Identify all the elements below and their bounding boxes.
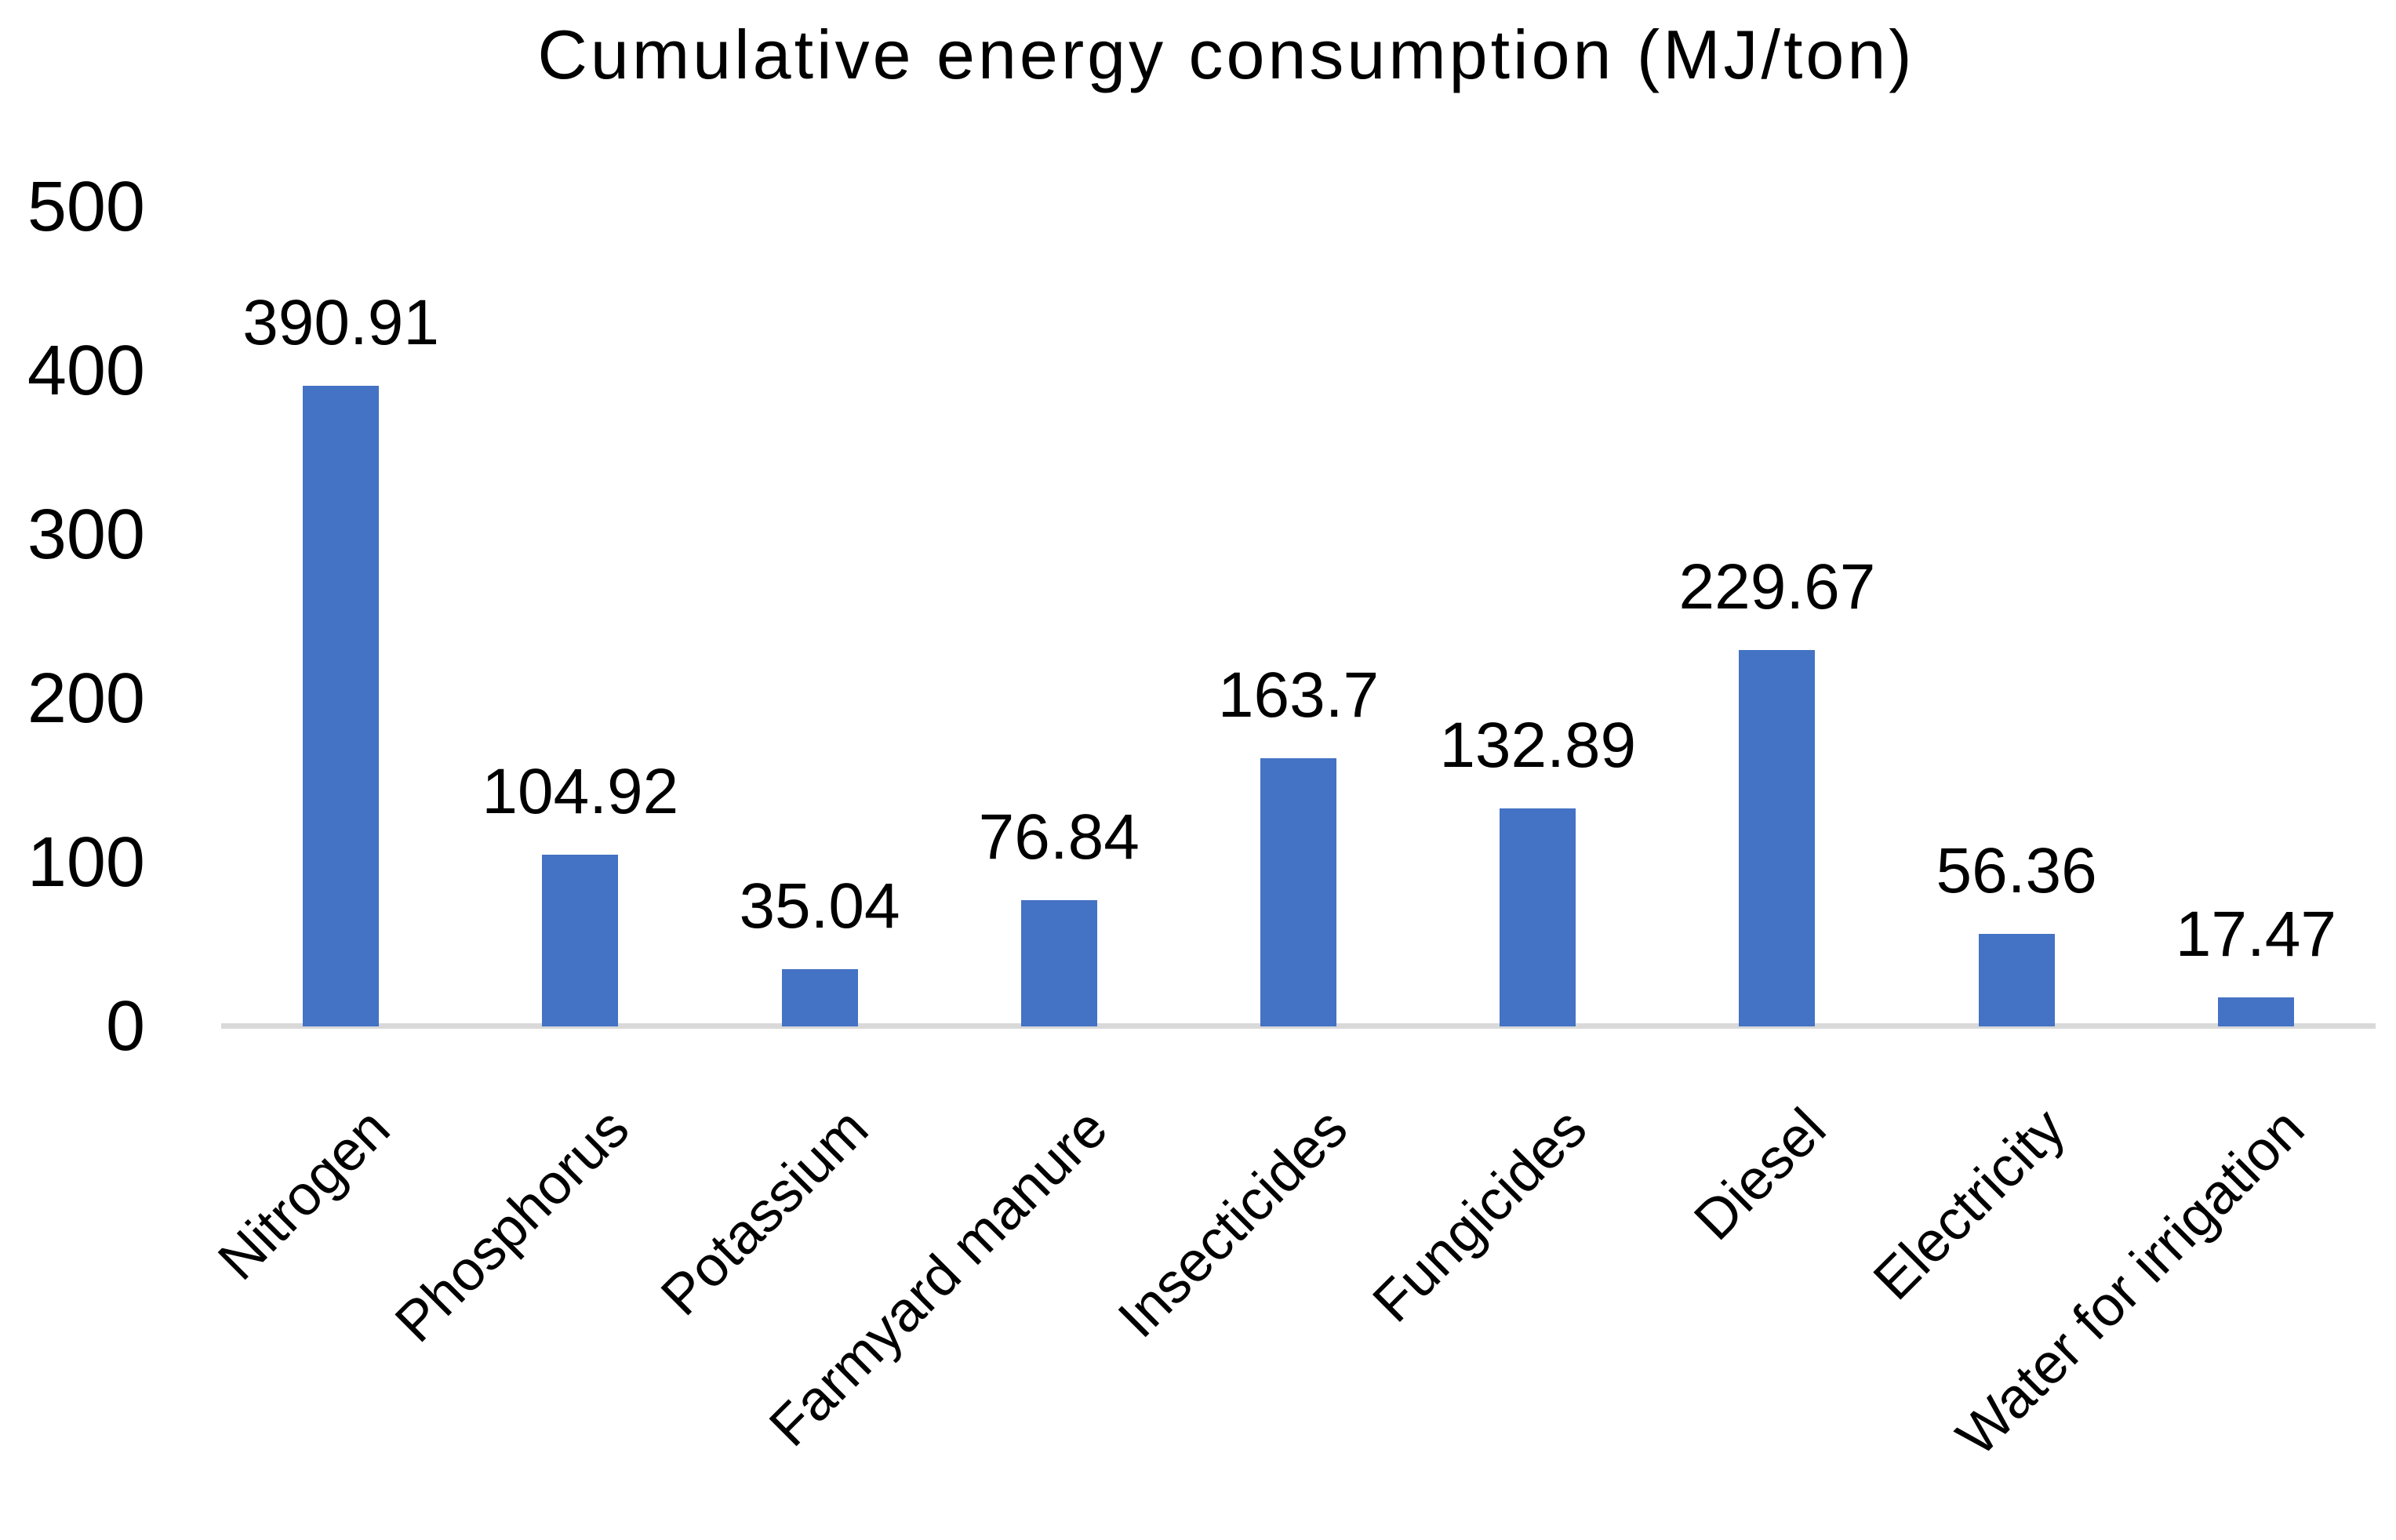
bar-value-label-diesel: 229.67 — [1678, 550, 1876, 623]
bar-value-label-farmyard-manure: 76.84 — [978, 801, 1140, 874]
chart-title: Cumulative energy consumption (MJ/ton) — [537, 16, 1915, 93]
bar-nitrogen — [303, 385, 380, 1026]
y-axis-tick-label-400: 400 — [27, 332, 145, 410]
bar-value-label-electricity: 56.36 — [1936, 835, 2097, 907]
bar-farmyard-manure — [1020, 900, 1097, 1026]
y-axis-tick-label-0: 0 — [105, 987, 145, 1066]
bar-value-label-water-for-irrigation: 17.47 — [2175, 899, 2336, 971]
bar-diesel — [1739, 649, 1816, 1026]
bar-insecticides — [1260, 757, 1336, 1026]
bar-value-label-phosphorus: 104.92 — [482, 755, 679, 827]
bar-electricity — [1978, 934, 2055, 1026]
bar-value-label-nitrogen: 390.91 — [242, 286, 440, 358]
y-axis-tick-label-500: 500 — [27, 168, 145, 246]
y-axis-tick-label-200: 200 — [27, 659, 145, 738]
bar-value-label-potassium: 35.04 — [739, 870, 900, 942]
bar-potassium — [781, 968, 858, 1026]
y-axis-tick-label-100: 100 — [27, 823, 145, 902]
bar-value-label-insecticides: 163.7 — [1217, 659, 1380, 731]
x-axis-label-nitrogen: Nitrogen — [205, 1096, 402, 1292]
bar-value-label-fungicides: 132.89 — [1439, 710, 1637, 782]
bar-fungicides — [1500, 808, 1576, 1026]
bar-phosphorus — [542, 854, 619, 1026]
bar-water-for-irrigation — [2217, 997, 2294, 1026]
y-axis-tick-label-300: 300 — [27, 496, 145, 574]
